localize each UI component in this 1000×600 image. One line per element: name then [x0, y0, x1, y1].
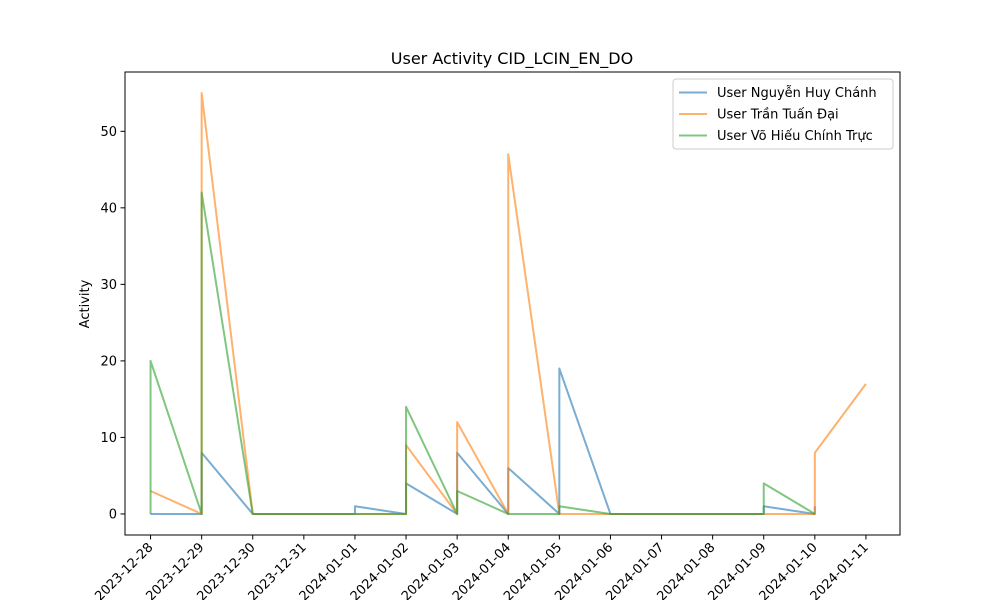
y-axis-title: Activity: [78, 279, 93, 328]
legend-box: [672, 78, 894, 150]
y-axis: 0 10 20 30 40 50: [100, 125, 125, 522]
y-tick-label: 10: [100, 431, 117, 446]
series-line-3: [149, 191, 816, 515]
y-tick-label: 0: [109, 507, 117, 522]
legend-label-1: User Nguyễn Huy Chánh: [717, 86, 877, 101]
y-tick-label: 40: [100, 201, 117, 216]
legend-label-2: User Trần Tuấn Đại: [717, 108, 839, 123]
legend: User Nguyễn Huy Chánh User Trần Tuấn Đại U…: [672, 78, 894, 150]
series-line-2: [150, 92, 867, 515]
y-tick-label: 30: [100, 278, 117, 293]
series-layer: [149, 92, 867, 515]
y-tick-label: 20: [100, 354, 117, 369]
y-tick-label: 50: [100, 125, 117, 140]
plot-frame: [124, 71, 901, 536]
x-axis: 2023-12-282023-12-292023-12-302023-12-31…: [92, 535, 872, 600]
legend-label-3: User Võ Hiếu Chính Trực: [717, 129, 873, 144]
chart-title: User Activity CID_LCIN_EN_DO: [391, 49, 633, 69]
